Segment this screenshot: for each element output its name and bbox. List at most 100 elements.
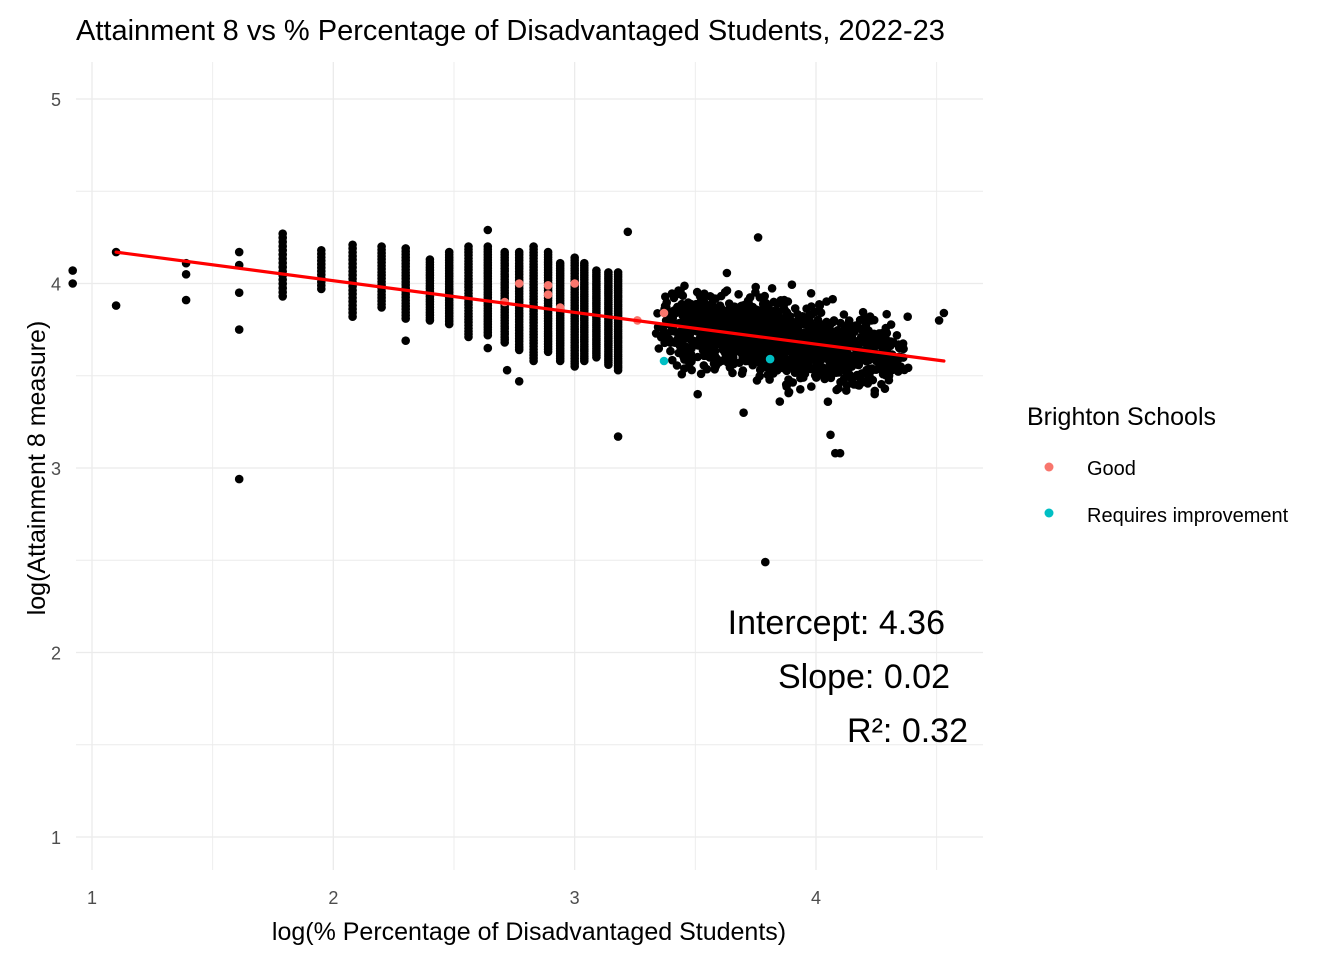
data-point <box>729 318 738 328</box>
data-point <box>662 329 671 338</box>
data-point <box>771 345 780 355</box>
data-point <box>68 266 77 275</box>
data-point <box>863 337 872 347</box>
data-point <box>693 352 702 362</box>
data-point <box>483 242 493 251</box>
x-axis-label: log(% Percentage of Disadvantaged Studen… <box>272 918 786 946</box>
data-point <box>661 292 670 302</box>
data-point <box>851 321 860 330</box>
data-point <box>750 343 760 352</box>
data-point <box>856 332 866 342</box>
data-point <box>181 270 191 279</box>
data-point <box>692 287 702 297</box>
data-point <box>543 247 553 257</box>
data-point <box>514 377 524 386</box>
data-point <box>703 347 713 357</box>
data-point <box>798 346 808 355</box>
data-point <box>668 355 677 365</box>
data-point <box>667 289 677 298</box>
data-point <box>722 286 732 295</box>
data-point <box>734 345 744 354</box>
data-point <box>807 334 817 343</box>
data-point <box>768 363 778 373</box>
data-point <box>785 315 794 325</box>
data-point <box>822 317 831 327</box>
legend: Brighton Schools Good Requires improveme… <box>1027 403 1289 527</box>
data-point <box>810 345 820 355</box>
data-point <box>861 351 871 361</box>
data-point <box>703 305 713 314</box>
tick-labels: 1 2 3 4 1 2 3 4 5 <box>51 90 821 908</box>
data-point <box>234 288 244 298</box>
data-point <box>882 343 891 352</box>
data-point <box>676 286 685 296</box>
data-point <box>623 227 633 237</box>
data-point <box>759 350 768 360</box>
data-point <box>843 359 852 368</box>
data-point <box>695 333 705 342</box>
data-point <box>688 311 698 320</box>
data-point <box>823 397 833 407</box>
data-point <box>807 382 816 391</box>
data-point <box>751 282 760 292</box>
data-point <box>862 365 871 375</box>
data-point <box>884 375 894 385</box>
data-point <box>844 351 853 360</box>
data-point <box>786 359 796 369</box>
data-point <box>444 247 454 257</box>
good-point <box>514 279 524 288</box>
data-point <box>823 368 833 377</box>
data-point <box>502 365 512 375</box>
data-point <box>712 354 721 363</box>
data-point <box>234 325 244 334</box>
data-point <box>728 368 737 378</box>
data-point <box>820 350 829 360</box>
x-tick-label: 2 <box>328 888 338 908</box>
legend-label-good: Good <box>1087 458 1136 480</box>
data-point <box>317 246 326 255</box>
data-point <box>881 368 890 377</box>
data-point <box>716 291 726 301</box>
data-point <box>815 300 824 309</box>
data-point <box>885 357 895 367</box>
data-point <box>798 331 808 340</box>
legend-title: Brighton Schools <box>1027 403 1216 431</box>
slope-annotation: Slope: 0.02 <box>778 658 950 696</box>
x-tick-label: 1 <box>87 888 97 908</box>
data-point <box>702 364 712 374</box>
data-point <box>683 317 693 327</box>
data-point <box>796 385 805 394</box>
data-point <box>894 340 903 349</box>
data-point <box>592 266 601 275</box>
data-point <box>483 225 493 235</box>
data-point <box>798 312 807 321</box>
data-point <box>483 343 493 353</box>
good-point <box>543 281 553 290</box>
data-point <box>939 308 949 318</box>
data-point <box>613 268 623 277</box>
data-point <box>234 474 244 484</box>
chart-title: Attainment 8 vs % Percentage of Disadvan… <box>76 15 945 47</box>
data-point <box>799 369 808 378</box>
data-point <box>861 320 871 329</box>
data-point <box>831 368 841 378</box>
requires-improvement-point <box>765 354 775 364</box>
data-point <box>555 258 565 268</box>
data-point <box>729 305 739 315</box>
data-point <box>816 308 826 318</box>
data-point <box>761 341 770 350</box>
data-point <box>788 348 797 358</box>
data-point <box>698 319 708 329</box>
data-point <box>668 313 678 323</box>
data-point <box>855 374 865 383</box>
data-point <box>684 333 694 343</box>
data-point <box>834 384 843 393</box>
data-point <box>767 284 777 293</box>
data-point <box>819 334 828 344</box>
data-point <box>348 240 357 250</box>
data-point <box>826 430 835 440</box>
data-point <box>696 369 706 379</box>
data-point <box>710 365 719 374</box>
